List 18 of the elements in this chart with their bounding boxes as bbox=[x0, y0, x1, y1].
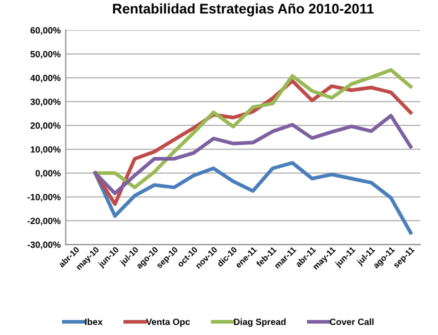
legend-label: Cover Call bbox=[330, 318, 374, 326]
line-series bbox=[93, 114, 412, 196]
legend-label: Ibex bbox=[85, 318, 103, 326]
line-series bbox=[93, 68, 412, 190]
y-tick-label: 40,00% bbox=[30, 74, 61, 82]
y-tick-label: -10,00% bbox=[28, 194, 61, 202]
y-tick-label: -20,00% bbox=[28, 218, 61, 226]
y-tick-label: 50,00% bbox=[30, 50, 61, 59]
y-tick-label: 30,00% bbox=[30, 98, 61, 106]
y-tick-label: 20,00% bbox=[30, 122, 61, 130]
y-tick-label: -30,00% bbox=[28, 242, 61, 250]
y-tick-label: 0,00% bbox=[36, 170, 61, 178]
y-tick-label: 10,00% bbox=[30, 146, 61, 154]
line-series bbox=[93, 161, 412, 234]
legend-label: Venta Opc bbox=[146, 318, 190, 327]
y-tick-label: 60,00% bbox=[30, 27, 61, 35]
chart-title: Rentabilidad Estrategias Año 2010-2011 bbox=[113, 3, 374, 16]
legend-label: Diag Spread bbox=[234, 318, 286, 327]
